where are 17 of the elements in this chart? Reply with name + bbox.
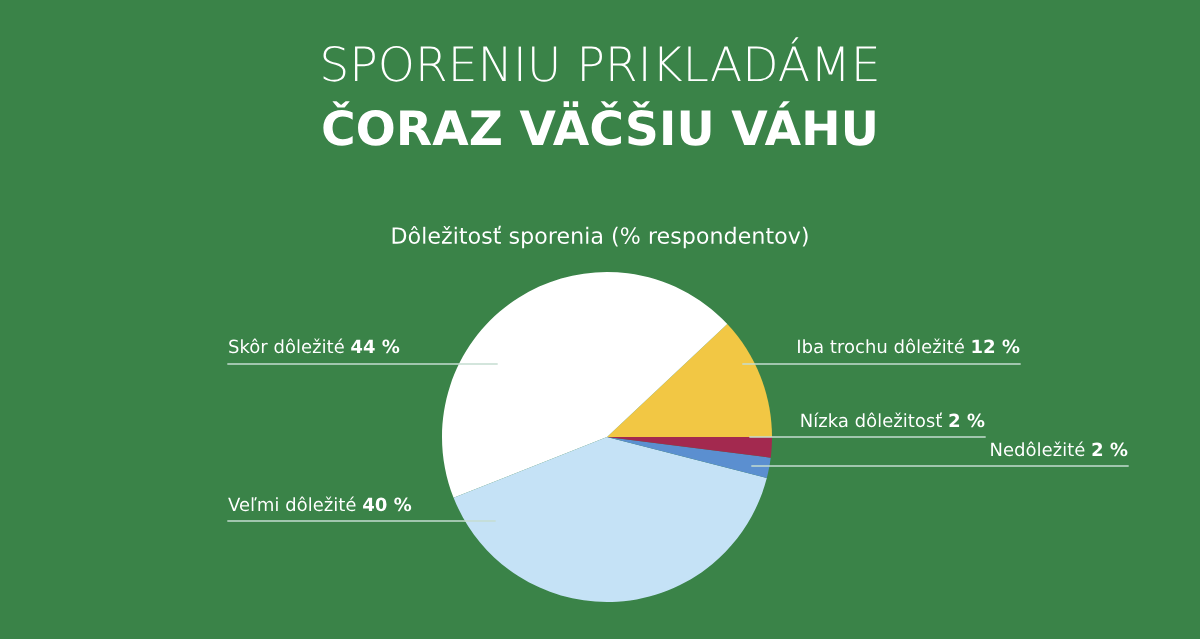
slice-label: Nízka dôležitosť	[801, 412, 943, 428]
slice-label: Skôr dôležité	[229, 338, 344, 354]
data-label: 40 %	[363, 497, 412, 512]
slice-label: Veľmi dôležité	[228, 496, 356, 512]
pie-slice	[453, 437, 767, 602]
chart-title: SPORENIU PRIKLADÁME	[323, 37, 877, 82]
slice-label: Iba trochu dôležité	[798, 338, 964, 354]
pie-slice	[607, 437, 771, 479]
text: Dôležitosť sporenia (% respondentov)	[392, 225, 808, 249]
data-label: 2 %	[1092, 442, 1128, 457]
chart-subtitle: ČORAZ VÄČŠIU VÁHU	[323, 101, 875, 146]
data-label: 44 %	[351, 339, 400, 354]
data-label: 2 %	[949, 413, 985, 428]
data-label: 12 %	[972, 339, 1020, 354]
pie-slice	[442, 272, 728, 498]
pie-slice	[607, 324, 772, 437]
slice-label: Nedôležité	[991, 441, 1085, 457]
